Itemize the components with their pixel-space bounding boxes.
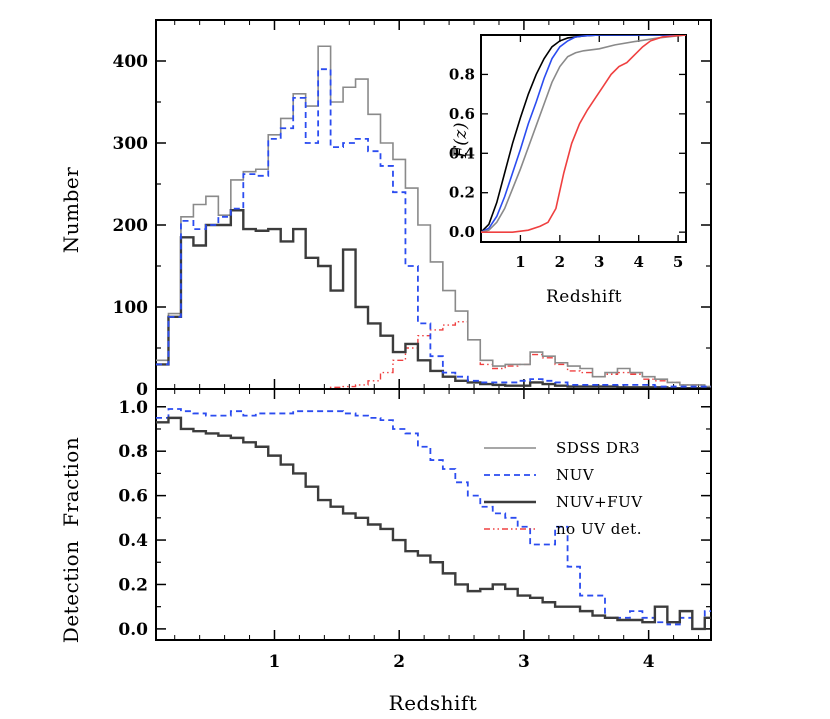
- bottom-xtick-label: 2: [393, 652, 405, 672]
- bottom-xtick-label: 1: [269, 652, 281, 672]
- inset-background: [479, 33, 688, 244]
- bottom-ytick-label: 0.2: [118, 575, 148, 595]
- inset-xtick-label: 3: [594, 253, 604, 271]
- inset-xlabel: Redshift: [546, 287, 622, 307]
- bottom-ylabel: Detection Fraction: [59, 437, 83, 643]
- top-ytick-label: 100: [113, 298, 149, 318]
- inset-series-no-uv-det: [481, 35, 686, 233]
- top-ytick-label: 200: [113, 216, 149, 236]
- top-ytick-label: 0: [136, 380, 148, 400]
- bottom-ytick-label: 0.0: [118, 620, 148, 640]
- bottom-series-nuv-fuv: [156, 416, 711, 631]
- inset-frame: [480, 34, 687, 243]
- top-ylabel: Number: [59, 167, 83, 254]
- bottom-ytick-label: 1.0: [118, 398, 148, 418]
- bottom-panel: 0.0 0.2 0.4 0.6 0.8 1.0 1 2 3 4 SDSS DR3 NUV NUV+FUV…: [118, 388, 712, 672]
- top-series-nuv-fuv: [156, 209, 711, 389]
- legend-label-no-uv-det: no UV det.: [556, 520, 642, 538]
- bottom-panel-frame: [155, 388, 712, 641]
- top-series-no-uv-det: [156, 321, 711, 389]
- legend-label-sdss-dr3: SDSS DR3: [556, 439, 640, 457]
- bottom-series-nuv: [156, 408, 711, 630]
- inset-xtick-label: 1: [515, 253, 525, 271]
- bottom-xtick-label: 3: [518, 652, 530, 672]
- inset-ytick-label: 0.0: [449, 223, 475, 241]
- legend-label-nuv: NUV: [556, 466, 595, 484]
- inset-series-nuv: [481, 35, 686, 233]
- inset-ytick-label: 0.2: [449, 184, 475, 202]
- inset-panel: 0.0 0.2 0.4 0.6 0.8 1 2 3 4 5: [449, 33, 688, 271]
- legend-label-nuv-fuv: NUV+FUV: [556, 493, 643, 511]
- inset-ylabel: F(z): [451, 122, 471, 159]
- inset-ytick-label: 0.8: [449, 65, 475, 83]
- inset-ytick-label: 0.4: [449, 144, 475, 162]
- inset-xtick-label: 2: [555, 253, 565, 271]
- top-ytick-label: 400: [113, 52, 149, 72]
- bottom-xlabel: Redshift: [389, 691, 478, 715]
- bottom-ytick-label: 0.4: [118, 531, 148, 551]
- bottom-xtick-label: 4: [643, 652, 655, 672]
- inset-xtick-label: 4: [633, 253, 643, 271]
- top-ytick-label: 300: [113, 134, 149, 154]
- inset-xtick-label: 5: [673, 253, 683, 271]
- inset-ytick-label: 0.6: [449, 105, 475, 123]
- bottom-ytick-label: 0.6: [118, 487, 148, 507]
- inset-series-sdss-dr3: [481, 35, 686, 233]
- top-series-sdss-dr3: [156, 45, 711, 388]
- bottom-ytick-label: 0.8: [118, 442, 148, 462]
